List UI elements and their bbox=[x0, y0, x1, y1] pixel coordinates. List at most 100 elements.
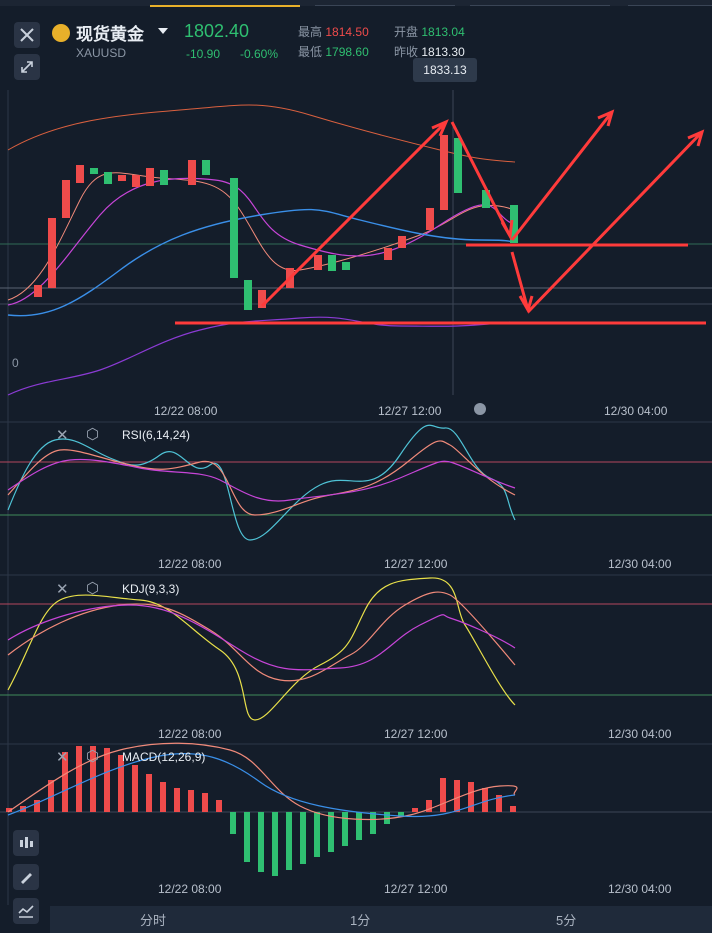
annotation-drawings[interactable] bbox=[175, 109, 706, 325]
macd-bar bbox=[412, 808, 418, 812]
macd-bar bbox=[160, 782, 166, 812]
macd-bar bbox=[440, 778, 446, 812]
macd-bar bbox=[398, 812, 404, 817]
collapse-icon bbox=[21, 61, 33, 73]
quote-header: 现货黄金 XAUUSD 1802.40 -10.90 -0.60% 最高 181… bbox=[0, 6, 712, 80]
period-tab-timeshare[interactable]: 分时 bbox=[140, 913, 167, 928]
macd-bar bbox=[104, 748, 110, 812]
macd-bar bbox=[300, 812, 306, 864]
time-label: 12/30 04:00 bbox=[608, 727, 672, 741]
macd-bar bbox=[510, 806, 516, 812]
settings-icon[interactable]: ⬡ bbox=[86, 426, 100, 443]
candle bbox=[510, 205, 518, 243]
open-label: 开盘 bbox=[394, 25, 419, 39]
candle bbox=[426, 208, 434, 230]
open-stat: 开盘 1813.04 bbox=[394, 23, 465, 40]
candle bbox=[48, 218, 56, 288]
lower-band-line bbox=[7, 316, 511, 396]
candlestick-icon bbox=[20, 837, 33, 848]
ma-long-line bbox=[7, 208, 516, 317]
close-button[interactable] bbox=[14, 22, 40, 48]
candle bbox=[454, 138, 462, 193]
macd-bar bbox=[76, 746, 82, 812]
close-icon bbox=[20, 28, 34, 42]
arrow-down[interactable] bbox=[450, 121, 514, 241]
macd-bar bbox=[146, 774, 152, 812]
time-label: 12/27 12:00 bbox=[378, 404, 442, 418]
macd-bar bbox=[482, 788, 488, 812]
candle bbox=[118, 175, 126, 181]
arrow-down[interactable] bbox=[510, 251, 534, 314]
collapse-button[interactable] bbox=[14, 54, 40, 80]
rsi-24-line bbox=[7, 458, 516, 502]
upper-band-line bbox=[7, 104, 516, 163]
macd-bar bbox=[202, 793, 208, 812]
period-tab-1min[interactable]: 1分 bbox=[350, 913, 371, 928]
rsi-6-line bbox=[7, 424, 516, 541]
high-stat: 最高 1814.50 bbox=[298, 23, 369, 40]
open-value: 1813.04 bbox=[421, 25, 465, 39]
kdj-label: KDJ(9,3,3) bbox=[122, 582, 180, 596]
ma-mid-line bbox=[7, 177, 516, 306]
time-label: 12/30 04:00 bbox=[608, 557, 672, 571]
candle bbox=[132, 175, 140, 187]
settings-icon[interactable]: ⬡ bbox=[86, 580, 100, 597]
candle bbox=[202, 160, 210, 175]
indicator-button[interactable] bbox=[13, 898, 39, 924]
candle bbox=[384, 248, 392, 260]
macd-bar bbox=[286, 812, 292, 870]
macd-bar bbox=[174, 788, 180, 812]
macd-bar bbox=[132, 765, 138, 812]
high-label: 最高 bbox=[298, 25, 323, 39]
macd-bar bbox=[258, 812, 264, 872]
close-indicator-button[interactable]: ✕ bbox=[56, 749, 69, 766]
prev-close-stat: 昨收 1813.30 bbox=[394, 43, 465, 60]
macd-bar bbox=[6, 808, 12, 812]
close-indicator-button[interactable]: ✕ bbox=[56, 427, 69, 444]
top-tab[interactable] bbox=[470, 0, 610, 6]
settings-icon[interactable]: ⬡ bbox=[86, 748, 100, 765]
instrument-symbol: XAUUSD bbox=[76, 46, 127, 60]
candlestick-button[interactable] bbox=[13, 830, 39, 856]
close-indicator-button[interactable]: ✕ bbox=[56, 581, 69, 598]
high-value: 1814.50 bbox=[325, 25, 369, 39]
arrow-up[interactable] bbox=[260, 119, 449, 308]
low-label: 最低 bbox=[298, 45, 323, 59]
period-bar: 分时 1分 5分 bbox=[50, 906, 712, 933]
candle bbox=[104, 172, 112, 184]
kdj-j-line bbox=[7, 577, 516, 721]
candle bbox=[482, 190, 490, 208]
candle bbox=[188, 160, 196, 185]
price-change-pct: -0.60% bbox=[240, 47, 279, 61]
candle bbox=[342, 262, 350, 270]
low-stat: 最低 1798.60 bbox=[298, 43, 369, 60]
draw-button[interactable] bbox=[13, 864, 39, 890]
candle bbox=[244, 280, 252, 310]
candle bbox=[160, 170, 168, 185]
candle bbox=[76, 165, 84, 183]
top-tab[interactable] bbox=[315, 0, 455, 6]
top-tab-strip bbox=[0, 0, 712, 7]
macd-bar bbox=[48, 780, 54, 812]
macd-dea-line bbox=[7, 752, 516, 818]
time-scrub-handle[interactable] bbox=[474, 403, 486, 415]
prev-close-value: 1813.30 bbox=[421, 45, 465, 59]
chevron-down-icon[interactable] bbox=[158, 28, 168, 34]
macd-bar bbox=[314, 812, 320, 857]
candle bbox=[62, 180, 70, 218]
rsi-label: RSI(6,14,24) bbox=[122, 428, 191, 442]
candle bbox=[398, 236, 406, 248]
period-tab-5min[interactable]: 5分 bbox=[556, 913, 577, 928]
instrument-title[interactable]: 现货黄金 bbox=[76, 25, 144, 44]
low-value: 1798.60 bbox=[325, 45, 369, 59]
macd-bar bbox=[272, 812, 278, 876]
time-label: 12/30 04:00 bbox=[608, 882, 672, 896]
arrow-up[interactable] bbox=[526, 129, 705, 314]
macd-bar bbox=[188, 790, 194, 812]
kdj-k-line bbox=[7, 591, 516, 682]
time-label: 12/22 08:00 bbox=[158, 557, 222, 571]
top-tab-active[interactable] bbox=[150, 0, 300, 7]
top-tab[interactable] bbox=[628, 0, 712, 6]
arrow-up[interactable] bbox=[510, 109, 615, 241]
